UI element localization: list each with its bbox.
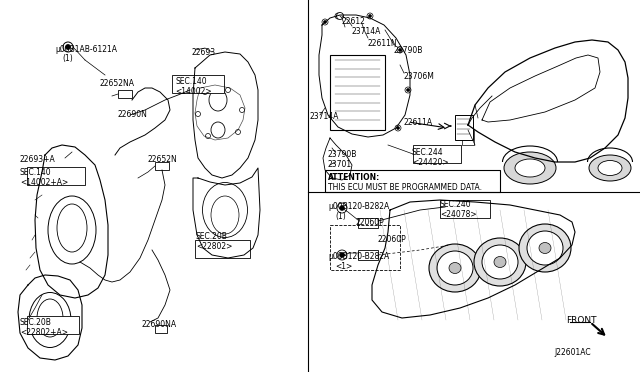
Bar [358, 250, 378, 260]
Text: 22690NA: 22690NA [142, 320, 177, 329]
Circle shape [236, 129, 241, 135]
Text: SEC.240: SEC.240 [440, 200, 472, 209]
Text: <22802>: <22802> [196, 242, 232, 251]
Ellipse shape [515, 159, 545, 177]
Text: THIS ECU MUST BE PROGRAMMED DATA.: THIS ECU MUST BE PROGRAMMED DATA. [328, 183, 482, 192]
Text: (1): (1) [335, 212, 346, 221]
Circle shape [406, 89, 410, 92]
Text: 22060P: 22060P [378, 235, 407, 244]
Bar [358, 218, 378, 228]
Text: SEC.140: SEC.140 [175, 77, 207, 86]
Bar [455, 115, 473, 140]
Text: <14002+A>: <14002+A> [20, 178, 68, 187]
Bar [155, 162, 169, 170]
Text: 23714A: 23714A [352, 27, 381, 36]
Ellipse shape [527, 231, 563, 265]
Text: 23790B: 23790B [394, 46, 424, 55]
Text: FRONT: FRONT [566, 316, 596, 325]
Text: 22693: 22693 [192, 48, 216, 57]
Ellipse shape [449, 263, 461, 273]
Circle shape [323, 20, 326, 23]
Text: 22693+A: 22693+A [20, 155, 56, 164]
Text: µ00B120-B282A: µ00B120-B282A [328, 202, 389, 211]
Circle shape [399, 48, 401, 51]
Bar [413, 145, 461, 163]
Bar [330, 225, 400, 270]
Text: SEC.244: SEC.244 [412, 148, 444, 157]
Circle shape [225, 87, 230, 93]
Circle shape [397, 47, 403, 53]
Ellipse shape [474, 238, 526, 286]
Circle shape [195, 112, 200, 116]
Text: 22652N: 22652N [148, 155, 178, 164]
Bar [325, 170, 500, 192]
Ellipse shape [494, 257, 506, 267]
Circle shape [337, 13, 344, 19]
Bar [27, 167, 85, 185]
Circle shape [335, 13, 341, 19]
Text: (1): (1) [62, 54, 73, 63]
Text: 23714A: 23714A [310, 112, 339, 121]
Text: 22690N: 22690N [118, 110, 148, 119]
Text: 23701: 23701 [328, 160, 352, 169]
Text: ATTENTION:: ATTENTION: [328, 173, 380, 182]
Text: 23706M: 23706M [404, 72, 435, 81]
Circle shape [205, 134, 211, 138]
Text: SEC.20B: SEC.20B [196, 232, 228, 241]
Bar [172, 75, 224, 93]
Circle shape [202, 90, 207, 94]
Bar [195, 240, 250, 258]
Ellipse shape [504, 152, 556, 184]
Circle shape [65, 45, 70, 49]
Bar [27, 316, 79, 334]
Ellipse shape [437, 251, 473, 285]
Circle shape [337, 250, 347, 260]
Text: <14002>: <14002> [175, 87, 212, 96]
Circle shape [337, 203, 347, 213]
Circle shape [239, 108, 244, 112]
Ellipse shape [519, 224, 571, 272]
Ellipse shape [589, 155, 631, 181]
Circle shape [367, 13, 373, 19]
Bar [330, 55, 385, 130]
Text: 22612: 22612 [342, 17, 366, 26]
Text: µ00B1AB-6121A: µ00B1AB-6121A [55, 45, 117, 54]
Circle shape [337, 15, 339, 17]
Circle shape [322, 19, 328, 25]
Bar [462, 130, 474, 145]
Circle shape [395, 125, 401, 131]
Text: 22611A: 22611A [404, 118, 433, 127]
Circle shape [339, 205, 344, 211]
Bar [440, 200, 490, 218]
Ellipse shape [598, 160, 622, 176]
Circle shape [339, 253, 344, 257]
Text: <24420>: <24420> [412, 158, 449, 167]
Circle shape [63, 42, 73, 52]
Circle shape [397, 126, 399, 129]
Ellipse shape [539, 243, 551, 253]
Text: <1>: <1> [335, 262, 352, 271]
Text: SEC.20B: SEC.20B [20, 318, 52, 327]
Text: µ00B120-B282A: µ00B120-B282A [328, 252, 389, 261]
Circle shape [405, 87, 411, 93]
Bar [155, 325, 167, 333]
Ellipse shape [482, 245, 518, 279]
Text: 23790B: 23790B [328, 150, 357, 159]
Bar [118, 90, 132, 98]
Text: SEC.140: SEC.140 [20, 168, 52, 177]
Text: <24078>: <24078> [440, 210, 477, 219]
Text: J22601AC: J22601AC [554, 348, 591, 357]
Circle shape [369, 15, 371, 17]
Text: 22611N: 22611N [368, 39, 397, 48]
Text: <22802+A>: <22802+A> [20, 328, 68, 337]
Text: 22652NA: 22652NA [100, 79, 135, 88]
Ellipse shape [429, 244, 481, 292]
Text: 22060P: 22060P [356, 218, 385, 227]
